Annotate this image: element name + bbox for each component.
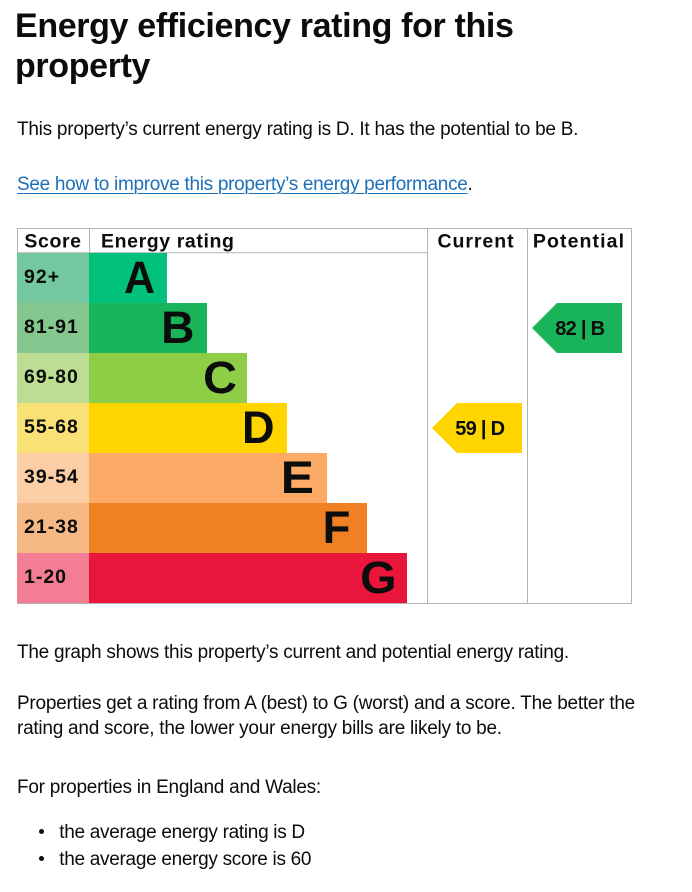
svg-text:81-91: 81-91 xyxy=(24,316,79,338)
svg-text:C: C xyxy=(203,352,237,403)
svg-text:E: E xyxy=(281,452,314,503)
svg-text:B: B xyxy=(161,302,194,353)
svg-text:Energy rating: Energy rating xyxy=(101,231,235,253)
svg-text:21-38: 21-38 xyxy=(24,516,79,538)
svg-text:Current: Current xyxy=(437,231,514,253)
svg-text:55-68: 55-68 xyxy=(24,416,79,438)
svg-text:1-20: 1-20 xyxy=(24,566,67,588)
svg-text:D: D xyxy=(242,402,275,453)
svg-text:G: G xyxy=(360,552,396,603)
svg-text:59 | D: 59 | D xyxy=(455,418,504,440)
svg-text:Score: Score xyxy=(24,231,81,253)
svg-text:69-80: 69-80 xyxy=(24,366,79,388)
svg-text:82 | B: 82 | B xyxy=(555,318,604,340)
svg-text:39-54: 39-54 xyxy=(24,466,79,488)
svg-text:A: A xyxy=(124,252,155,303)
svg-text:92+: 92+ xyxy=(24,266,60,288)
svg-text:F: F xyxy=(323,502,351,553)
svg-text:Potential: Potential xyxy=(533,231,625,253)
